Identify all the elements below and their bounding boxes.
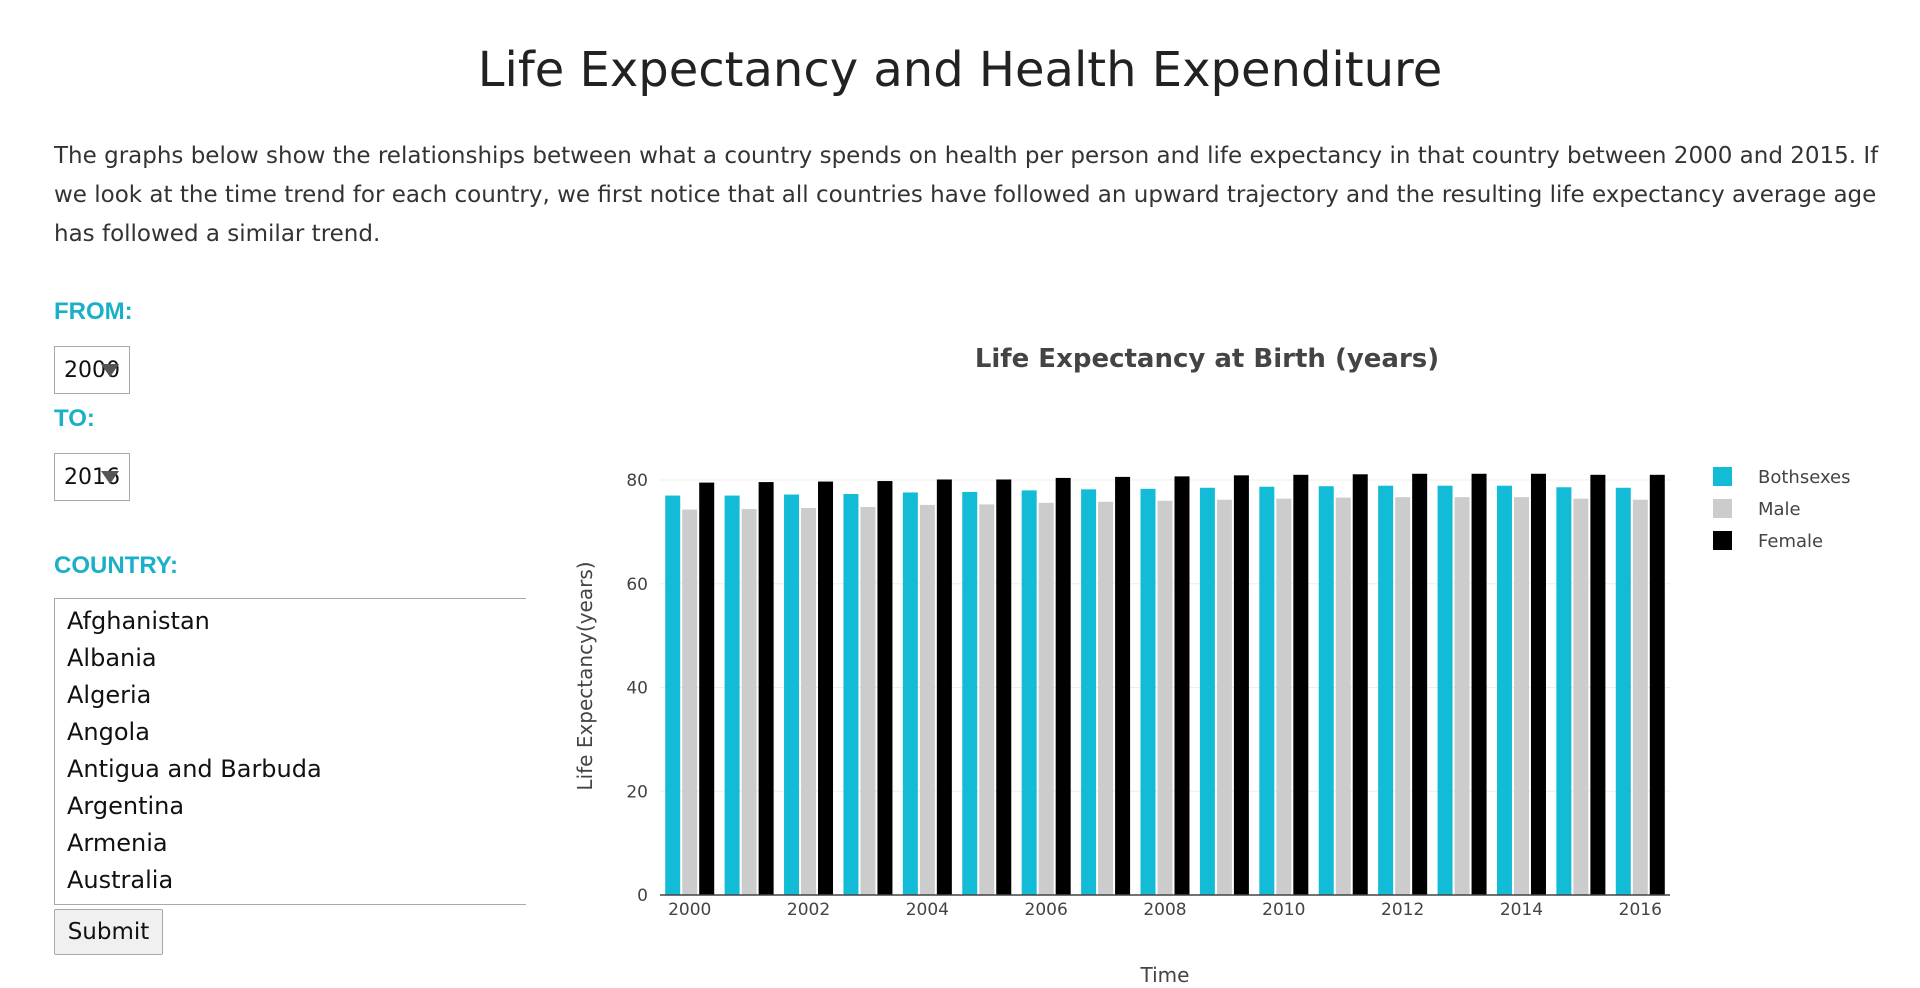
bar-male-2007 <box>1098 501 1114 895</box>
country-option[interactable]: Australia <box>67 866 174 894</box>
x-axis: 2000 2002 2004 2006 2008 2010 2012 2014 2016 <box>668 900 1662 920</box>
bar-bothsexes-2011 <box>1318 486 1334 895</box>
country-option[interactable]: Antigua and Barbuda <box>67 755 322 783</box>
from-label: FROM: <box>54 298 133 325</box>
bar-female-2010 <box>1293 474 1309 895</box>
bar-male-2009 <box>1216 499 1232 895</box>
country-label: COUNTRY: <box>54 552 178 579</box>
dropdown-arrow-icon <box>101 364 119 377</box>
bar-bothsexes-2010 <box>1259 486 1275 895</box>
bar-bothsexes-2002 <box>784 494 800 895</box>
bar-male-2010 <box>1276 498 1292 895</box>
y-tick-label: 80 <box>626 471 648 491</box>
country-option[interactable]: Albania <box>67 644 157 672</box>
bar-female-2005 <box>996 479 1012 895</box>
bar-bothsexes-2007 <box>1081 489 1097 895</box>
bar-male-2006 <box>1038 502 1054 895</box>
country-option[interactable]: Argentina <box>67 792 185 820</box>
country-option[interactable]: Afghanistan <box>67 607 210 635</box>
y-tick-label: 0 <box>637 886 648 906</box>
submit-button[interactable]: Submit <box>54 909 163 955</box>
y-tick-label: 40 <box>626 679 648 699</box>
bar-male-2000 <box>682 509 698 895</box>
bar-female-2008 <box>1174 476 1190 895</box>
bar-male-2004 <box>919 504 935 895</box>
bar-male-2013 <box>1454 497 1470 895</box>
bar-bothsexes-2016 <box>1615 487 1631 895</box>
country-option[interactable]: Angola <box>67 718 150 746</box>
legend-label-bothsexes: Bothsexes <box>1758 467 1851 488</box>
intro-paragraph: The graphs below show the relationships … <box>54 143 1879 247</box>
y-tick-label: 20 <box>626 782 648 802</box>
y-axis-label: Life Expectancy(years) <box>573 561 597 790</box>
bar-female-2016 <box>1649 474 1665 895</box>
country-option[interactable]: Armenia <box>67 829 168 857</box>
to-year-select[interactable]: 2016 <box>54 453 130 501</box>
bar-female-2012 <box>1412 473 1428 895</box>
legend-label-female: Female <box>1758 531 1823 552</box>
bar-female-2014 <box>1530 473 1546 895</box>
x-tick-label: 2004 <box>906 900 949 920</box>
from-year-select[interactable]: 2000 <box>54 346 130 394</box>
life-expectancy-chart: Life Expectancy at Birth (years) 0 20 40 60… <box>573 344 1851 985</box>
y-tick-label: 60 <box>626 575 648 595</box>
legend-swatch-bothsexes <box>1713 467 1732 486</box>
dropdown-arrow-icon <box>101 471 119 484</box>
x-tick-label: 2000 <box>668 900 711 920</box>
bar-male-2008 <box>1157 500 1173 895</box>
bar-bothsexes-2001 <box>724 495 740 895</box>
bar-male-2012 <box>1395 497 1411 895</box>
x-tick-label: 2008 <box>1143 900 1186 920</box>
bar-bothsexes-2000 <box>665 495 681 895</box>
bar-bothsexes-2012 <box>1378 485 1394 895</box>
bar-male-2016 <box>1632 499 1648 895</box>
bar-female-2011 <box>1352 474 1368 895</box>
legend-swatch-female <box>1713 531 1732 550</box>
bar-bothsexes-2008 <box>1140 488 1156 895</box>
x-tick-label: 2016 <box>1619 900 1662 920</box>
bar-male-2014 <box>1513 497 1529 895</box>
bar-female-2000 <box>699 482 715 895</box>
x-tick-label: 2012 <box>1381 900 1424 920</box>
bar-female-2001 <box>758 482 774 895</box>
page-title: Life Expectancy and Health Expenditure <box>477 42 1443 98</box>
bar-female-2006 <box>1055 477 1071 895</box>
legend: Bothsexes Male Female <box>1713 467 1851 552</box>
bar-male-2011 <box>1335 497 1351 895</box>
bar-female-2002 <box>818 481 834 895</box>
x-axis-label: Time <box>1140 963 1190 985</box>
bar-bothsexes-2006 <box>1021 490 1037 896</box>
chart-title: Life Expectancy at Birth (years) <box>975 344 1439 374</box>
bar-bothsexes-2004 <box>902 492 918 895</box>
bar-female-2004 <box>936 479 952 895</box>
country-option[interactable]: Algeria <box>67 681 152 709</box>
bar-bothsexes-2015 <box>1556 487 1572 895</box>
bar-male-2015 <box>1573 498 1589 895</box>
bar-bothsexes-2013 <box>1437 485 1453 895</box>
bar-female-2013 <box>1471 473 1487 895</box>
bars-group <box>665 473 1665 896</box>
x-tick-label: 2006 <box>1025 900 1068 920</box>
to-label: TO: <box>54 405 95 432</box>
bar-male-2001 <box>741 509 757 895</box>
bar-male-2003 <box>860 506 876 895</box>
bar-bothsexes-2009 <box>1199 487 1215 895</box>
bar-male-2005 <box>979 504 995 895</box>
bar-bothsexes-2014 <box>1496 485 1512 895</box>
bar-bothsexes-2005 <box>962 491 978 895</box>
x-tick-label: 2010 <box>1262 900 1305 920</box>
bar-bothsexes-2003 <box>843 494 859 895</box>
bar-male-2002 <box>801 508 817 895</box>
bar-female-2015 <box>1590 474 1606 895</box>
legend-swatch-male <box>1713 499 1732 518</box>
x-tick-label: 2014 <box>1500 900 1543 920</box>
bar-female-2009 <box>1233 475 1249 895</box>
x-tick-label: 2002 <box>787 900 830 920</box>
legend-label-male: Male <box>1758 499 1801 520</box>
bar-female-2003 <box>877 481 893 895</box>
country-listbox[interactable]: Afghanistan Albania Algeria Angola Antig… <box>54 598 526 905</box>
bar-female-2007 <box>1115 476 1131 895</box>
